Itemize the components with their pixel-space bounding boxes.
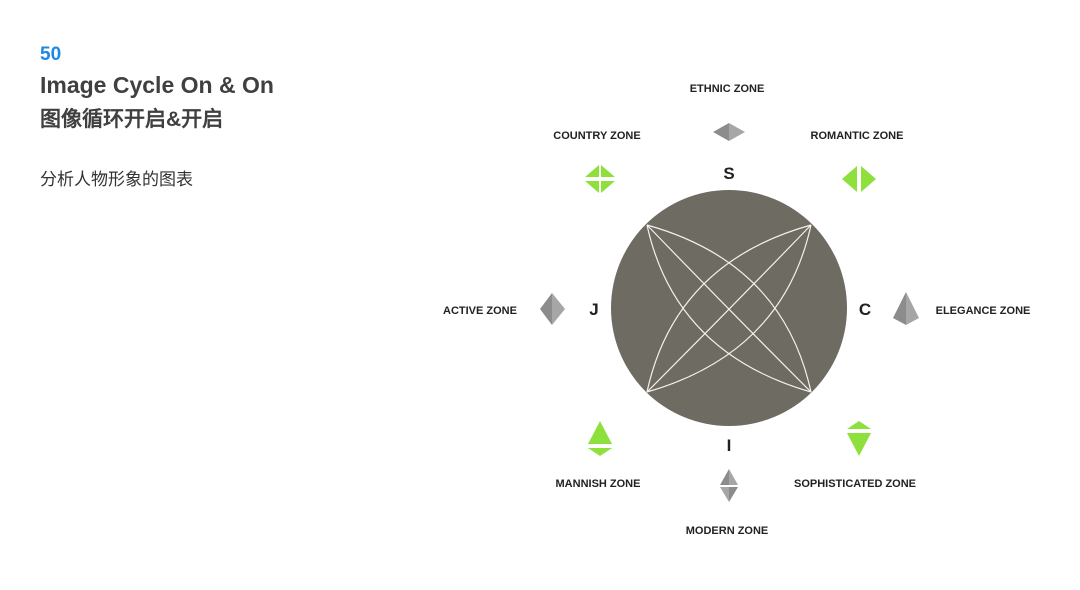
modern-zone-label: MODERN ZONE bbox=[686, 525, 769, 537]
page-number: 50 bbox=[40, 44, 62, 65]
country-zone-label: COUNTRY ZONE bbox=[553, 130, 640, 142]
ethnic-zone-diamond-icon bbox=[713, 123, 745, 141]
central-circle bbox=[611, 190, 847, 426]
mannish-zone-triangle-icon bbox=[588, 421, 612, 456]
elegance-zone-diamond-icon bbox=[893, 292, 919, 325]
sophisticated-zone-label: SOPHISTICATED ZONE bbox=[794, 478, 916, 490]
elegance-zone-label: ELEGANCE ZONE bbox=[936, 305, 1031, 317]
mannish-zone-label: MANNISH ZONE bbox=[556, 478, 641, 490]
axis-letter-c: C bbox=[859, 300, 871, 319]
romantic-zone-diamond-icon bbox=[842, 166, 876, 192]
modern-zone-diamond-icon bbox=[720, 469, 738, 502]
country-zone-diamond-icon bbox=[585, 165, 615, 193]
ethnic-zone-label: ETHNIC ZONE bbox=[690, 83, 765, 95]
lens-curve-2 bbox=[646, 224, 812, 393]
sophisticated-zone-triangle-icon bbox=[847, 421, 871, 456]
axis-letter-s: S bbox=[723, 164, 734, 183]
lens-curve-6 bbox=[646, 224, 812, 393]
lens-curve-5 bbox=[646, 224, 812, 393]
lens-curve-3 bbox=[646, 224, 812, 393]
axis-letter-i: I bbox=[727, 436, 732, 455]
circle-inner-curves bbox=[646, 224, 812, 393]
active-zone-label: ACTIVE ZONE bbox=[443, 305, 517, 317]
active-zone-diamond-icon bbox=[540, 293, 565, 325]
axis-letter-j: J bbox=[589, 300, 598, 319]
page-subtitle: 分析人物形象的图表 bbox=[40, 170, 193, 189]
romantic-zone-label: ROMANTIC ZONE bbox=[811, 130, 904, 142]
lens-curve-4 bbox=[646, 224, 812, 393]
page-title-chinese: 图像循环开启&开启 bbox=[40, 108, 224, 131]
page-title-english: Image Cycle On & On bbox=[40, 72, 274, 98]
